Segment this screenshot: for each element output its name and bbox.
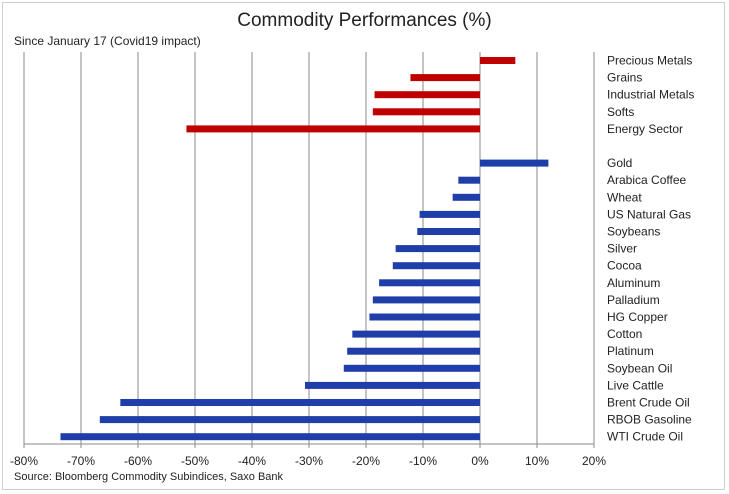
x-tick-label: 10% (525, 454, 549, 468)
bar (480, 159, 549, 167)
category-label: Energy Sector (607, 122, 683, 136)
bar (417, 228, 480, 235)
bar (452, 193, 480, 201)
category-label: Soybean Oil (607, 361, 672, 375)
category-label: Precious Metals (607, 54, 692, 68)
bar (395, 245, 480, 253)
x-tick-label: -40% (238, 454, 266, 468)
x-tick-label: -20% (352, 454, 380, 468)
bar (343, 364, 480, 372)
chart-title: Commodity Performances (%) (237, 10, 492, 31)
x-tick-label: -70% (67, 454, 95, 468)
category-label: Brent Crude Oil (607, 396, 690, 410)
category-label: Grains (607, 71, 642, 85)
category-label: Silver (607, 242, 637, 256)
bar (419, 210, 480, 218)
category-label: Palladium (607, 293, 660, 307)
bar (347, 347, 480, 355)
category-label: Softs (607, 105, 634, 119)
bar (305, 381, 480, 389)
x-tick-label: -80% (10, 454, 38, 468)
bar (99, 416, 480, 424)
x-tick-label: -10% (409, 454, 437, 468)
category-label: Arabica Coffee (607, 173, 686, 187)
bar (120, 399, 480, 406)
x-tick-label: -60% (124, 454, 152, 468)
bar (352, 330, 480, 338)
bar (374, 91, 480, 99)
bar (458, 176, 480, 184)
chart-frame (2, 2, 725, 490)
category-label: Cocoa (607, 259, 642, 273)
bar (372, 108, 480, 116)
category-label: Platinum (607, 344, 654, 358)
x-tick-label: -30% (295, 454, 323, 468)
category-label: Gold (607, 156, 632, 170)
category-label: WTI Crude Oil (607, 430, 683, 444)
bar (60, 433, 480, 441)
bar (480, 57, 516, 64)
category-label: Wheat (607, 190, 642, 204)
chart-subtitle: Since January 17 (Covid19 impact) (14, 34, 201, 48)
category-label: Industrial Metals (607, 88, 694, 102)
bar (369, 313, 480, 321)
category-label: US Natural Gas (607, 207, 691, 221)
chart-source: Source: Bloomberg Commodity Subindices, … (14, 471, 284, 483)
bar (410, 74, 480, 82)
x-tick-label: 0% (471, 454, 489, 468)
x-tick-label: -50% (181, 454, 209, 468)
bar (379, 279, 480, 287)
bar (372, 296, 480, 304)
category-label: HG Copper (607, 310, 668, 324)
x-tick-label: 20% (582, 454, 606, 468)
category-label: Cotton (607, 327, 642, 341)
category-label: Aluminum (607, 276, 660, 290)
bar (392, 262, 480, 270)
category-label: Soybeans (607, 225, 660, 239)
category-label: RBOB Gasoline (607, 413, 692, 427)
bar (186, 125, 480, 133)
category-label: Live Cattle (607, 378, 664, 392)
